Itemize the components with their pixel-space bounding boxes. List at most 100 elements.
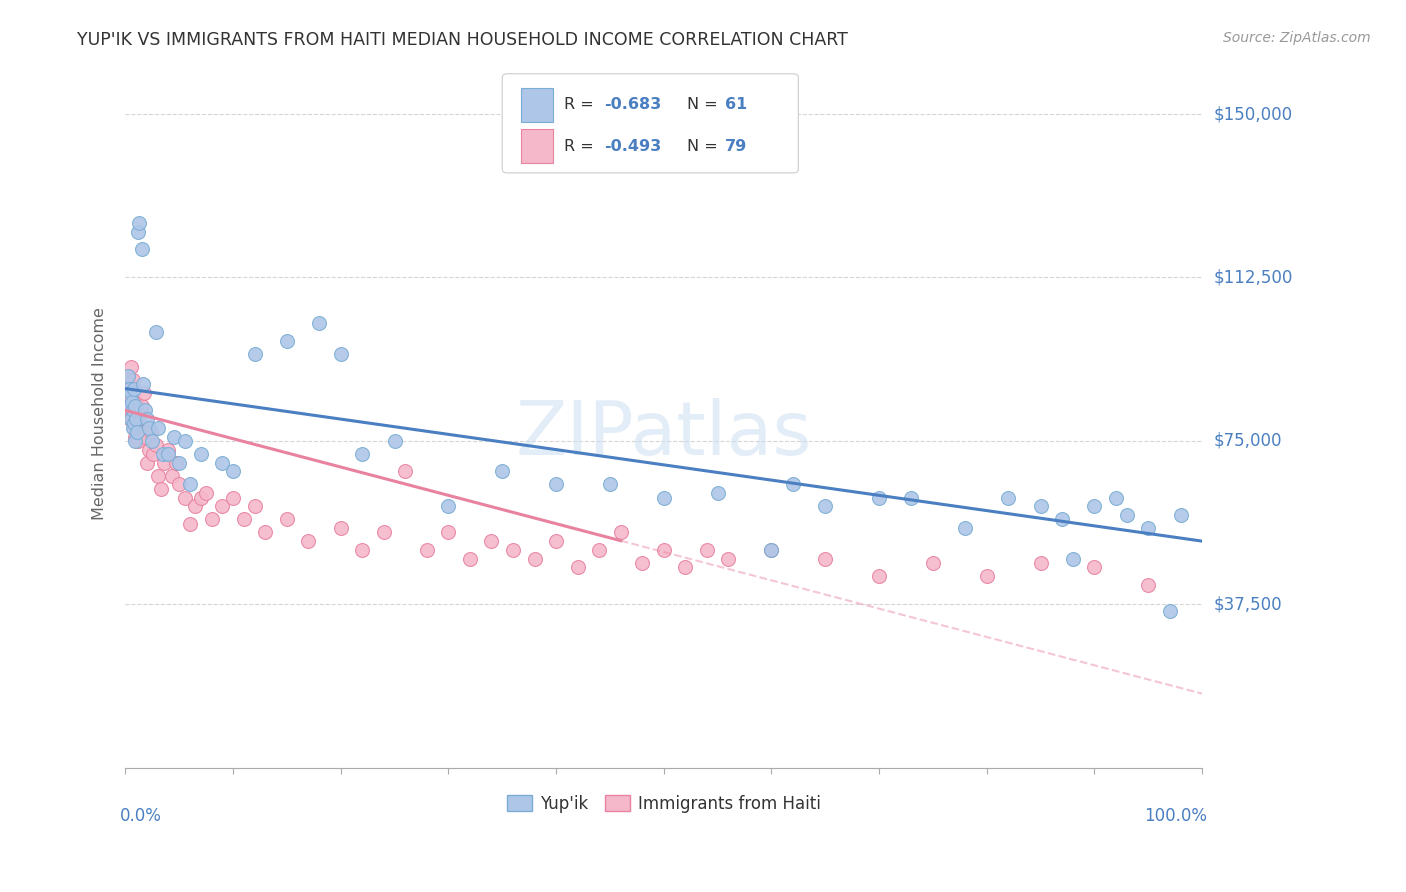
Point (131, 399, 153, 413)
Point (190, 491, 212, 505)
Text: 100.0%: 100.0% (1144, 806, 1208, 824)
Point (125, 394, 148, 409)
Point (868, 569, 890, 583)
Point (120, 412, 142, 426)
Point (232, 512, 254, 526)
Text: 0.0%: 0.0% (120, 806, 162, 824)
Point (128, 412, 150, 426)
Point (782, 477, 804, 491)
Point (145, 325, 167, 339)
Point (1159, 604, 1181, 618)
Text: R =: R = (564, 97, 599, 112)
Text: $37,500: $37,500 (1213, 595, 1282, 614)
Text: N =: N = (688, 97, 723, 112)
Point (120, 359, 142, 374)
Point (1137, 577, 1160, 591)
Legend: Yup'ik, Immigrants from Haiti: Yup'ik, Immigrants from Haiti (501, 789, 828, 820)
Point (211, 456, 233, 470)
Point (1029, 500, 1052, 514)
Point (122, 421, 145, 435)
Point (167, 456, 190, 470)
Point (1105, 491, 1128, 505)
Point (1083, 560, 1105, 574)
Point (125, 417, 148, 431)
Point (1050, 512, 1073, 526)
Point (868, 491, 890, 505)
Point (384, 434, 406, 448)
Point (124, 403, 146, 417)
Point (160, 468, 183, 483)
Point (131, 242, 153, 256)
Text: $112,500: $112,500 (1213, 268, 1292, 286)
Text: R =: R = (564, 139, 599, 153)
Point (131, 425, 153, 439)
Point (121, 386, 143, 401)
Point (173, 491, 195, 505)
Point (814, 551, 837, 566)
Text: 61: 61 (725, 97, 748, 112)
Point (243, 500, 266, 514)
Point (127, 425, 149, 439)
Point (129, 403, 152, 417)
Point (200, 512, 222, 526)
FancyBboxPatch shape (502, 74, 799, 173)
Text: -0.493: -0.493 (605, 139, 662, 153)
Point (127, 425, 149, 439)
Point (481, 534, 503, 549)
Point (135, 412, 157, 426)
Point (157, 447, 180, 461)
Point (134, 429, 156, 443)
Point (152, 447, 174, 461)
Point (437, 500, 460, 514)
Point (117, 403, 139, 417)
Point (117, 382, 139, 396)
Point (222, 464, 245, 478)
Point (706, 486, 728, 500)
Text: $150,000: $150,000 (1213, 105, 1292, 123)
Point (416, 542, 439, 557)
Point (276, 334, 298, 348)
Point (922, 556, 945, 570)
Point (122, 373, 145, 387)
Point (141, 434, 163, 448)
Point (953, 521, 976, 535)
Point (117, 368, 139, 383)
Point (122, 412, 145, 426)
Point (254, 525, 277, 540)
Point (118, 382, 141, 396)
Point (124, 399, 146, 413)
Point (132, 386, 155, 401)
Point (761, 542, 783, 557)
Point (276, 512, 298, 526)
Point (179, 477, 201, 491)
Point (184, 500, 207, 514)
Point (122, 403, 145, 417)
Point (1115, 508, 1137, 522)
Point (373, 525, 395, 540)
Point (118, 412, 141, 426)
Point (437, 525, 460, 540)
Point (120, 390, 142, 404)
Point (141, 425, 163, 439)
Point (1083, 500, 1105, 514)
Point (117, 368, 139, 383)
Text: N =: N = (688, 139, 723, 153)
Point (128, 216, 150, 230)
Point (997, 491, 1019, 505)
Point (211, 500, 233, 514)
Point (352, 542, 374, 557)
Point (1137, 521, 1160, 535)
Point (173, 434, 195, 448)
Point (138, 442, 160, 457)
Point (588, 542, 610, 557)
Point (163, 429, 186, 443)
Point (149, 482, 172, 496)
Point (599, 477, 621, 491)
Point (502, 542, 524, 557)
Point (329, 521, 352, 535)
Text: YUP'IK VS IMMIGRANTS FROM HAITI MEDIAN HOUSEHOLD INCOME CORRELATION CHART: YUP'IK VS IMMIGRANTS FROM HAITI MEDIAN H… (77, 31, 848, 49)
Point (491, 464, 513, 478)
Text: 79: 79 (725, 139, 748, 153)
Point (458, 551, 481, 566)
Point (1170, 508, 1192, 522)
